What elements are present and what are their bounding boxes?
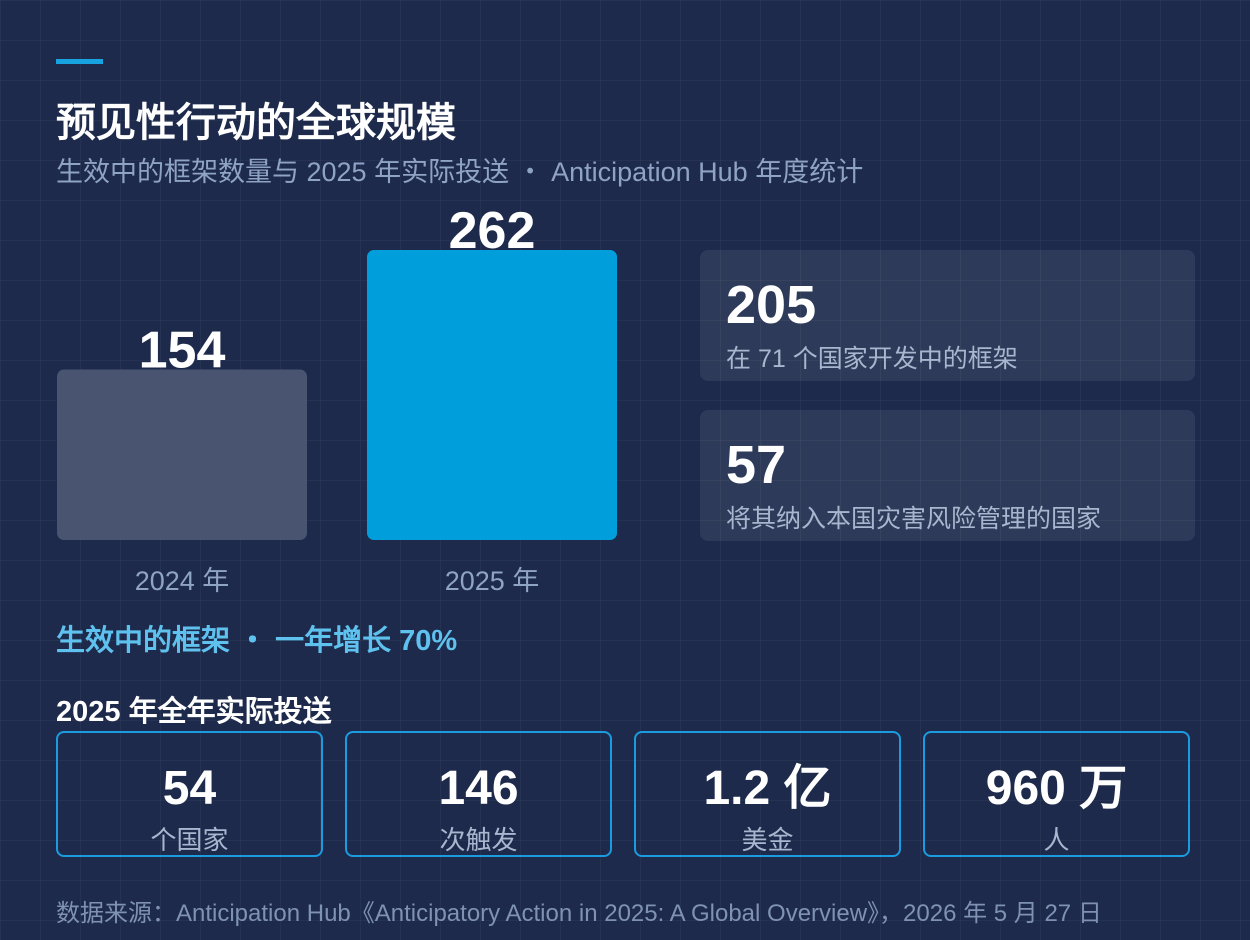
bar-0	[57, 369, 307, 540]
source-note: 数据来源：Anticipation Hub《Anticipatory Actio…	[56, 900, 1102, 927]
kpi-card-funding: 1.2 亿 美金	[634, 731, 901, 857]
kpi-value: 960 万	[985, 762, 1128, 815]
kpi-label: 人	[1043, 825, 1070, 855]
x-tick-label: 2025 年	[445, 566, 540, 596]
bar-value-label: 154	[139, 322, 226, 380]
page-title: 预见性行动的全球规模	[56, 101, 456, 145]
growth-note: 生效中的框架 ・ 一年增长 70%	[56, 625, 458, 657]
stat-card-frameworks-in-development: 205 在 71 个国家开发中的框架	[700, 250, 1195, 381]
frameworks-bar-chart: 154 2024 年 262 2025 年	[57, 202, 617, 596]
stat-value: 205	[726, 275, 817, 335]
stat-label: 将其纳入本国灾害风险管理的国家	[726, 505, 1102, 533]
stat-label: 在 71 个国家开发中的框架	[726, 345, 1018, 373]
kpi-label: 美金	[741, 825, 794, 855]
bar-value-label: 262	[449, 202, 536, 260]
kpi-card-triggers: 146 次触发	[345, 731, 612, 857]
kpi-card-people: 960 万 人	[923, 731, 1190, 857]
kpi-label: 个国家	[150, 825, 229, 855]
kpi-value: 54	[162, 762, 217, 815]
kpi-value: 146	[438, 762, 519, 815]
kpi-label: 次触发	[439, 825, 518, 855]
delivery-section-title: 2025 年全年实际投送	[56, 696, 332, 728]
x-tick-label: 2024 年	[135, 566, 230, 596]
kpi-value: 1.2 亿	[703, 762, 832, 815]
stat-card-countries-integrated: 57 将其纳入本国灾害风险管理的国家	[700, 410, 1195, 541]
title-accent-bar	[56, 59, 103, 64]
stat-value: 57	[726, 435, 787, 495]
page-subtitle: 生效中的框架数量与 2025 年实际投送 ・ Anticipation Hub …	[56, 157, 864, 187]
bar-1	[367, 250, 617, 540]
kpi-card-countries: 54 个国家	[56, 731, 323, 857]
